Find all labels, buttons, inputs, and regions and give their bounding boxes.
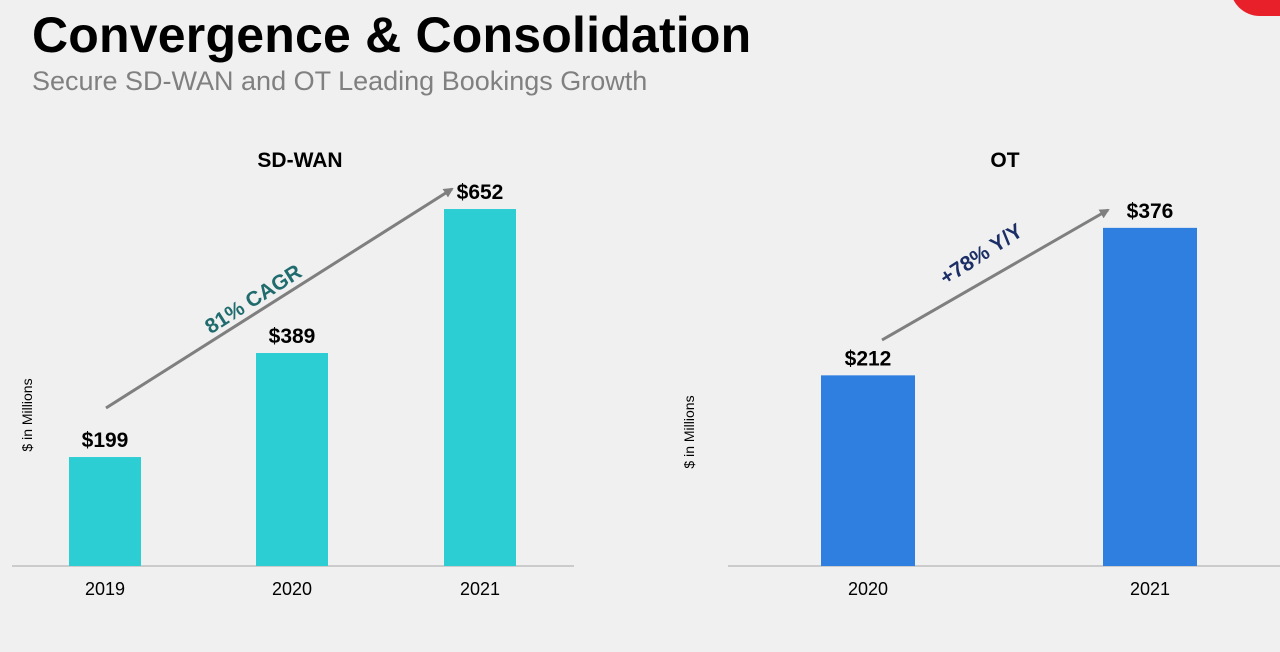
- ot-growth-annotation: +78% Y/Y: [936, 219, 1027, 289]
- sdwan-chart-title: SD-WAN: [257, 149, 342, 172]
- ot-value-label-2021: $376: [1127, 200, 1174, 223]
- sdwan-y-axis-label: $ in Millions: [19, 378, 35, 451]
- ot-chart-title: OT: [990, 149, 1019, 172]
- page-title: Convergence & Consolidation: [32, 7, 752, 63]
- ot-chart: OT $ in Millions $212 2020 $376 2021 +78% Y…: [681, 149, 1280, 599]
- sdwan-bar-2021: [444, 209, 516, 566]
- sdwan-tick-label-2020: 2020: [272, 579, 312, 599]
- sdwan-bar-2020: [256, 353, 328, 566]
- sdwan-value-label-2021: $652: [457, 181, 504, 204]
- ot-value-label-2020: $212: [845, 347, 892, 370]
- ot-tick-label-2020: 2020: [848, 579, 888, 599]
- sdwan-chart: SD-WAN $ in Millions $199 2019 $389 2020 $65…: [12, 149, 574, 599]
- page-subtitle: Secure SD-WAN and OT Leading Bookings Gr…: [32, 66, 648, 96]
- sdwan-tick-label-2021: 2021: [460, 579, 500, 599]
- sdwan-value-label-2019: $199: [82, 429, 129, 452]
- sdwan-bar-2019: [69, 457, 141, 566]
- sdwan-value-label-2020: $389: [269, 325, 316, 348]
- sdwan-tick-label-2019: 2019: [85, 579, 125, 599]
- ot-bar-2021: [1103, 227, 1197, 566]
- ot-bar-2020: [821, 375, 915, 566]
- sdwan-trend-arrow: [105, 187, 454, 410]
- ot-y-axis-label: $ in Millions: [681, 395, 697, 468]
- ot-tick-label-2021: 2021: [1130, 579, 1170, 599]
- ot-trend-arrow: [881, 208, 1110, 342]
